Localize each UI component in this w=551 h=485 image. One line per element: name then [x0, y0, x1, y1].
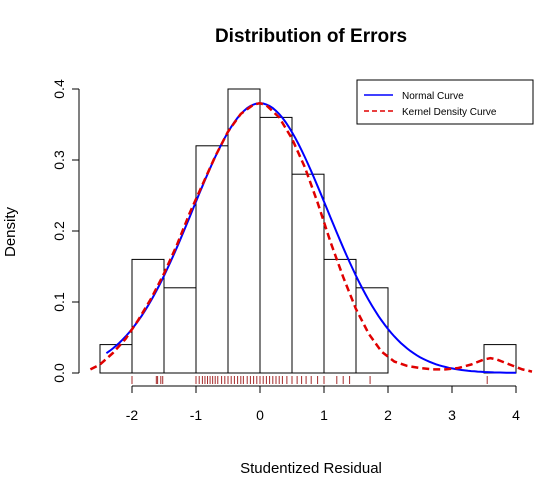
histogram-bar: [131, 258, 165, 374]
histogram-bar: [323, 258, 357, 374]
y-axis-label: Density: [2, 206, 19, 257]
x-tick-label: -1: [190, 407, 203, 423]
histogram-bar: [163, 287, 197, 374]
legend-label-normal: Normal Curve: [402, 91, 464, 102]
legend: Normal Curve Kernel Density Curve: [356, 79, 534, 125]
x-tick-label: 3: [448, 407, 456, 423]
histogram-bins: [99, 88, 517, 374]
x-tick-label: 2: [384, 407, 392, 423]
y-tick-label: 0.3: [51, 150, 67, 170]
legend-box: [356, 79, 534, 125]
legend-label-kernel: Kernel Density Curve: [402, 107, 497, 118]
normal-curve: [105, 102, 516, 374]
axes: -2 -1 0 1 2 3 4 0.0 0.1 0.2 0.3 0.4: [51, 79, 520, 423]
histogram-bar: [195, 145, 229, 374]
histogram-bar: [227, 88, 261, 374]
y-tick-label: 0.0: [51, 363, 67, 383]
x-tick-label: 1: [320, 407, 328, 423]
kernel-density-curve: [89, 101, 533, 373]
x-tick-label: 0: [256, 407, 264, 423]
histogram-bar: [355, 287, 389, 374]
x-tick-label: -2: [126, 407, 139, 423]
chart-title: Distribution of Errors: [215, 26, 407, 47]
density-curves: [89, 101, 533, 374]
rug-marks: [131, 376, 488, 384]
y-tick-label: 0.1: [51, 292, 67, 312]
x-axis-label: Studentized Residual: [240, 460, 382, 477]
y-tick-label: 0.4: [51, 79, 67, 99]
x-tick-label: 4: [512, 407, 520, 423]
histogram-bar: [259, 116, 293, 374]
y-tick-label: 0.2: [51, 221, 67, 241]
